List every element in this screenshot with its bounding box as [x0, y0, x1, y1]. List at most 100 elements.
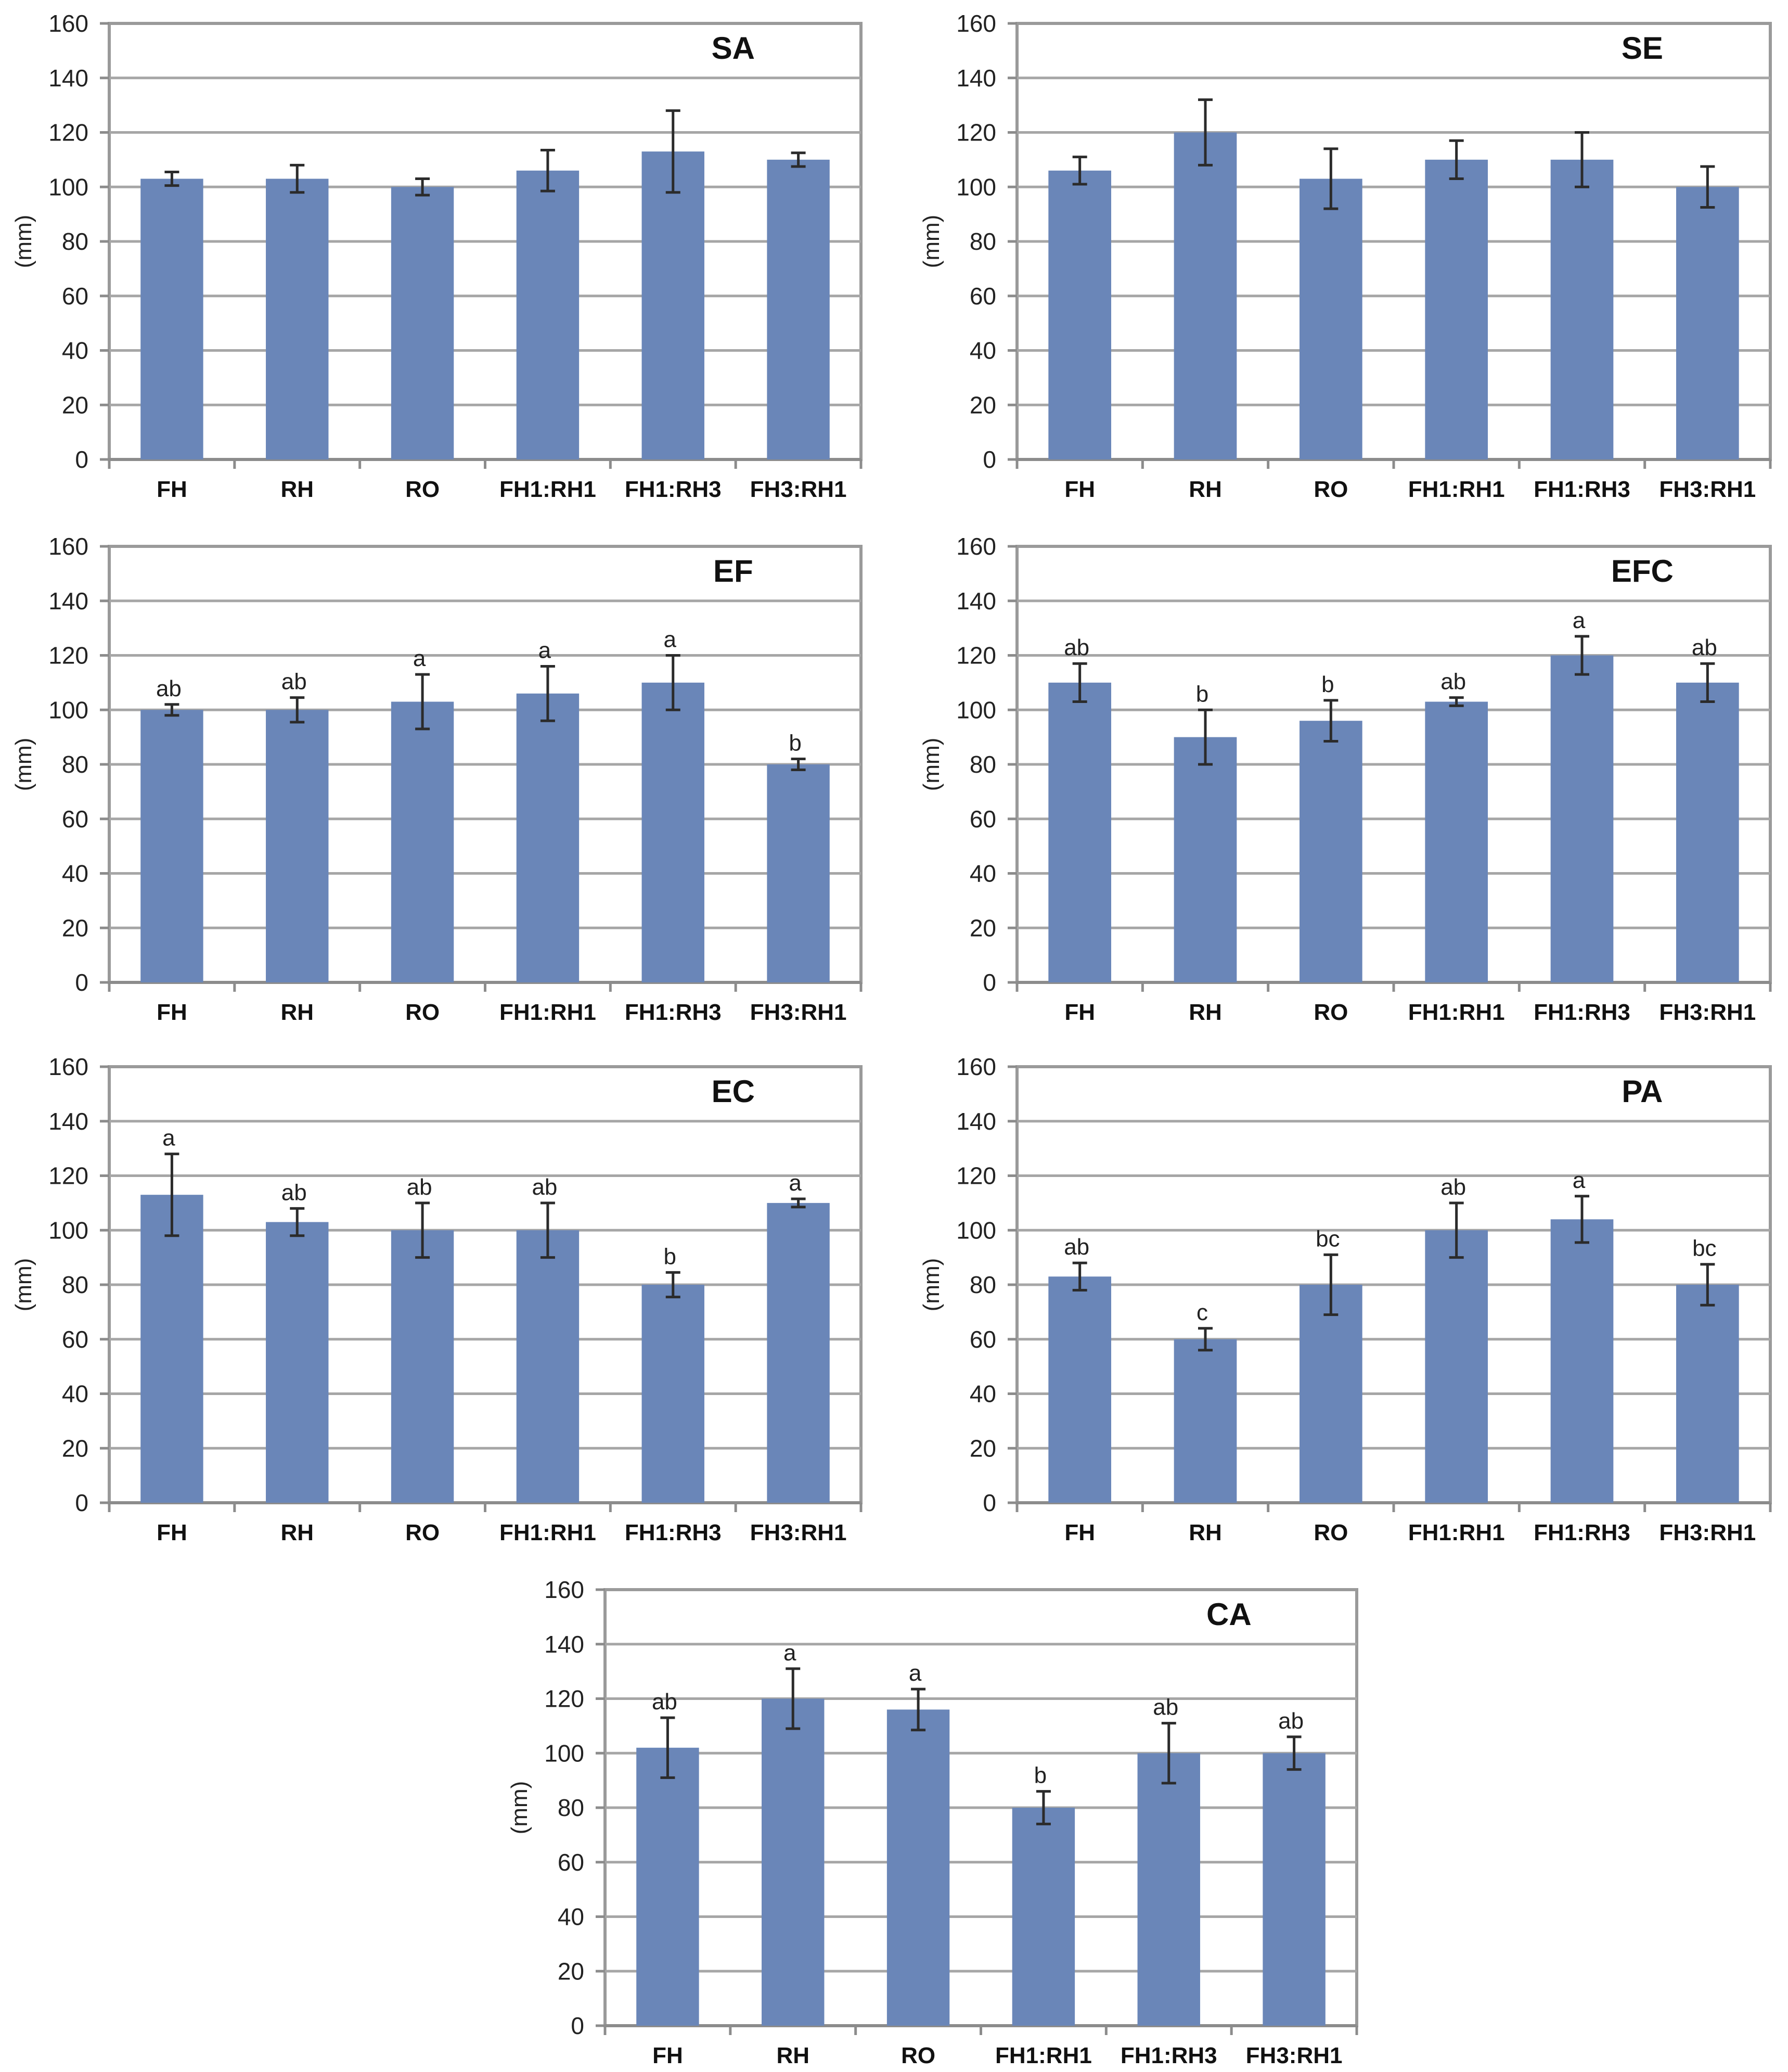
- significance-label: a: [162, 1125, 175, 1151]
- y-tick-label: 100: [48, 1217, 88, 1244]
- bar: [1676, 1285, 1739, 1503]
- bar: [1425, 159, 1488, 459]
- bar: [886, 1709, 950, 2026]
- significance-label: a: [664, 627, 677, 653]
- y-tick-label: 60: [62, 283, 88, 310]
- significance-label: bc: [1692, 1236, 1716, 1261]
- y-axis-label: (mm): [919, 738, 944, 791]
- x-tick-label: FH1:RH3: [1121, 2043, 1217, 2068]
- x-tick-label: RH: [280, 477, 314, 502]
- x-tick-label: RH: [1189, 477, 1222, 502]
- y-tick-label: 0: [75, 969, 88, 996]
- y-tick-label: 120: [956, 119, 996, 146]
- bar: [391, 187, 454, 459]
- x-tick-label: RO: [405, 1000, 440, 1025]
- y-tick-label: 40: [970, 860, 996, 887]
- bar: [1012, 1808, 1075, 2026]
- bar: [516, 170, 580, 459]
- chart-panel-ca: 0 20 40 60 80 100 120 140 160 (mm) CA ab FH a RH a RO b FH…: [507, 1576, 1358, 2068]
- y-tick-label: 120: [48, 119, 88, 146]
- bar: [1676, 187, 1739, 459]
- x-tick-label: FH3:RH1: [1659, 477, 1756, 502]
- x-tick-label: FH: [157, 1520, 187, 1545]
- y-tick-label: 40: [558, 1903, 584, 1930]
- significance-label: ab: [1064, 1234, 1089, 1260]
- y-tick-label: 120: [956, 1162, 996, 1190]
- significance-label: a: [789, 1170, 802, 1196]
- y-tick-label: 140: [544, 1631, 584, 1658]
- x-tick-label: FH3:RH1: [750, 1000, 847, 1025]
- y-tick-label: 100: [956, 1217, 996, 1244]
- bar: [1676, 682, 1739, 982]
- chart-title: PA: [1622, 1074, 1663, 1109]
- significance-label: a: [909, 1660, 922, 1686]
- y-tick-label: 80: [970, 228, 996, 255]
- significance-label: ab: [652, 1689, 677, 1715]
- y-tick-label: 0: [571, 2012, 584, 2039]
- x-tick-label: FH1:RH3: [625, 1000, 722, 1025]
- y-tick-label: 20: [970, 914, 996, 941]
- y-tick-label: 80: [62, 751, 88, 778]
- bar: [516, 693, 580, 982]
- x-tick-label: RH: [280, 1520, 314, 1545]
- x-tick-label: RO: [1314, 1520, 1348, 1545]
- chart-title: SA: [712, 31, 755, 66]
- significance-label: a: [1573, 1168, 1586, 1193]
- chart-panel-sa: 0 20 40 60 80 100 120 140 160 (mm) SA FH RH RO FH1:RH1…: [11, 10, 863, 502]
- significance-label: c: [1197, 1300, 1208, 1325]
- x-tick-label: FH3:RH1: [1246, 2043, 1343, 2068]
- y-tick-label: 140: [48, 1108, 88, 1135]
- y-tick-label: 100: [48, 173, 88, 200]
- chart-panel-ec: 020406080100120140160(mm)ECaFHabRHabROab…: [11, 1053, 863, 1545]
- y-tick-label: 140: [956, 1108, 996, 1135]
- y-axis-label: (mm): [919, 215, 944, 268]
- chart-title: EF: [713, 554, 753, 589]
- significance-label: b: [1196, 681, 1208, 707]
- bar: [266, 1222, 329, 1503]
- bar: [1174, 737, 1237, 982]
- chart-title: SE: [1622, 31, 1663, 66]
- chart-panel-pa: 020406080100120140160(mm)PAabFHcRHbcROab…: [919, 1053, 1772, 1545]
- significance-label: a: [413, 646, 426, 671]
- bar: [1048, 1276, 1111, 1503]
- bar: [1300, 1285, 1362, 1503]
- x-tick-label: FH3:RH1: [750, 477, 847, 502]
- significance-label: ab: [407, 1174, 432, 1200]
- x-tick-label: FH: [1064, 1000, 1095, 1025]
- y-tick-label: 120: [956, 642, 996, 669]
- x-tick-label: FH1:RH1: [499, 477, 596, 502]
- x-tick-label: RO: [405, 1520, 440, 1545]
- x-tick-label: FH: [1064, 1520, 1095, 1545]
- bar: [636, 1747, 699, 2026]
- y-tick-label: 20: [970, 391, 996, 418]
- chart-panel-efc: 0 20 40 60 80 100 120 140 160 (mm) EFC ab FH b RH b RO ab…: [919, 533, 1772, 1025]
- chart-panel-se: 0 20 40 60 80 100 120 140 160 (mm) SE FH RH RO FH1:RH1…: [919, 10, 1772, 502]
- significance-label: ab: [1440, 1174, 1466, 1200]
- bar: [1425, 1230, 1488, 1503]
- y-tick-label: 40: [62, 860, 88, 887]
- significance-label: ab: [1064, 635, 1089, 660]
- y-tick-label: 60: [62, 805, 88, 833]
- y-tick-label: 20: [558, 1958, 584, 1985]
- x-tick-label: RH: [280, 1000, 314, 1025]
- bar: [762, 1698, 825, 2026]
- significance-label: ab: [1153, 1695, 1178, 1720]
- x-tick-label: FH1:RH3: [1534, 1000, 1630, 1025]
- x-tick-label: RH: [1189, 1520, 1222, 1545]
- x-tick-label: RO: [1314, 477, 1348, 502]
- y-tick-label: 100: [544, 1740, 584, 1767]
- y-tick-label: 20: [62, 391, 88, 418]
- y-tick-label: 40: [62, 1380, 88, 1408]
- chart-panel-ef: 020406080100120140160(mm)EFabFHabRHaROaF…: [11, 533, 863, 1025]
- y-tick-label: 60: [62, 1326, 88, 1353]
- y-tick-label: 140: [956, 587, 996, 615]
- significance-label: b: [789, 731, 801, 756]
- significance-label: ab: [281, 669, 307, 695]
- y-axis-label: (mm): [11, 1258, 36, 1312]
- x-tick-label: FH3:RH1: [1659, 1520, 1756, 1545]
- y-tick-label: 40: [62, 337, 88, 364]
- significance-label: ab: [1278, 1708, 1304, 1734]
- y-tick-label: 0: [75, 1489, 88, 1516]
- significance-label: ab: [156, 676, 182, 701]
- bar: [767, 764, 830, 982]
